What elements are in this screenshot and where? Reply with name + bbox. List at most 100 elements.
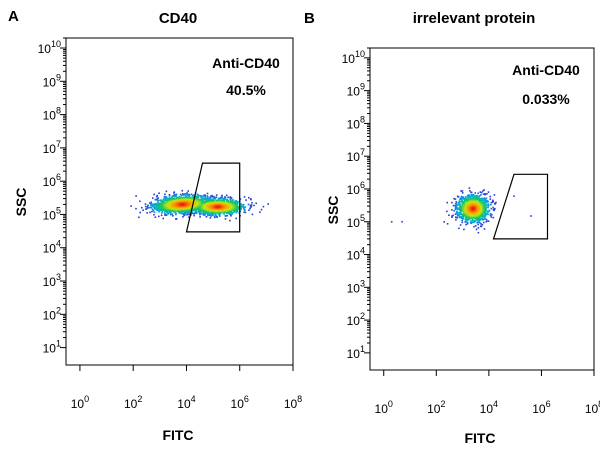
panel-a-y-tick-label: 105: [43, 205, 61, 222]
panel-a-scatter-point: [168, 209, 171, 212]
panel-b-scatter-point: [463, 205, 466, 208]
panel-a-scatter-point: [173, 204, 176, 206]
panel-b-scatter-point: [486, 213, 489, 215]
panel-b-scatter-point: [482, 190, 484, 192]
panel-a-scatter-point: [212, 196, 214, 198]
panel-a-scatter-point: [195, 203, 197, 206]
panel-a-scatter-point: [194, 208, 196, 211]
panel-b-y-tick-label: 107: [347, 147, 365, 164]
panel-b-scatter-point: [473, 225, 475, 228]
panel-a-scatter-point: [145, 208, 147, 210]
panel-a-scatter-point: [156, 194, 159, 197]
panel-b-scatter-point: [459, 204, 462, 206]
panel-b-y-tick-label: 103: [347, 278, 365, 295]
panel-a-scatter-point: [218, 215, 221, 217]
panel-b-scatter-point: [482, 212, 485, 215]
panel-a-scatter-point: [135, 207, 137, 210]
panel-a-scatter-point: [224, 198, 227, 200]
panel-b-scatter-point: [470, 195, 473, 198]
panel-b-scatter-point: [465, 212, 468, 214]
panel-a-scatter-point: [161, 212, 163, 214]
panel-a-scatter-point: [238, 208, 240, 210]
panel-a-scatter-point: [144, 203, 147, 205]
panel-a-scatter-point: [184, 193, 186, 195]
panel-a-scatter-point: [227, 210, 229, 213]
panel-b-scatter-point: [481, 207, 484, 209]
panel-a-scatter-point: [180, 194, 183, 197]
panel-a-scatter-point: [231, 209, 233, 212]
panel-a-scatter-point: [195, 206, 197, 208]
panel-b-dots: [390, 187, 532, 234]
panel-b-scatter-point: [492, 209, 495, 211]
panel-a-scatter-point: [175, 196, 178, 198]
panel-a-scatter-point: [160, 214, 163, 217]
panel-b-scatter-point: [483, 199, 486, 201]
panel-b-y-label: SSC: [325, 196, 341, 225]
panel-a-scatter-point: [218, 213, 221, 215]
panel-a-scatter-point: [235, 211, 238, 214]
panel-b-scatter-point: [463, 214, 466, 217]
panel-a-y-tick-label: 104: [43, 239, 61, 256]
panel-a-scatter-point: [221, 198, 224, 200]
panel-a-scatter-point: [181, 201, 183, 203]
panel-b-scatter-point: [530, 215, 532, 217]
panel-a-scatter-point: [206, 212, 208, 214]
panel-a-scatter-point: [209, 196, 212, 198]
panel-b-scatter-point: [460, 213, 463, 215]
panel-b-scatter-point: [482, 210, 484, 213]
panel-a-scatter-point: [158, 215, 160, 218]
panel-a-scatter-point: [180, 203, 182, 206]
panel-a-scatter-point: [142, 209, 144, 211]
panel-a-scatter-point: [160, 205, 162, 207]
panel-letter-b: B: [304, 10, 315, 27]
panel-b-scatter-point: [470, 213, 473, 215]
panel-b-scatter-point: [486, 210, 488, 212]
panel-b-scatter-point: [463, 208, 466, 211]
panel-a-scatter-point: [203, 198, 205, 200]
panel-a-scatter-point: [178, 211, 180, 213]
panel-a-scatter-point: [181, 189, 184, 192]
panel-a-scatter-point: [161, 204, 164, 206]
panel-b-scatter-point: [490, 216, 493, 218]
panel-b-scatter-point: [484, 210, 486, 213]
panel-a-scatter-point: [204, 212, 207, 214]
panel-b-scatter-point: [466, 202, 469, 205]
panel-b-x-tick-label: 100: [375, 399, 393, 416]
panel-b-scatter-point: [482, 221, 485, 224]
panel-b-scatter-point: [478, 217, 480, 220]
panel-b-scatter-point: [494, 203, 496, 205]
panel-b-scatter-point: [481, 213, 483, 215]
panel-a-scatter-point: [199, 213, 201, 216]
panel-a-scatter-point: [233, 200, 236, 203]
panel-b-scatter-point: [487, 220, 490, 222]
panel-a-gate-percent: 40.5%: [226, 82, 266, 98]
panel-b-scatter-point: [475, 217, 478, 219]
panel-b-scatter-point: [456, 214, 459, 216]
panel-b-scatter-point: [464, 204, 466, 206]
panel-a-dots: [130, 189, 269, 222]
panel-a-scatter-point: [168, 197, 171, 199]
panel-b-scatter-point: [460, 215, 462, 218]
panel-b-scatter-point: [454, 203, 457, 205]
panel-b-scatter-point: [462, 214, 465, 217]
panel-a-scatter-point: [197, 196, 200, 199]
panel-a-scatter-point: [162, 203, 165, 206]
panel-a-scatter-point: [222, 211, 224, 214]
panel-a-scatter-point: [213, 215, 216, 218]
panel-a-scatter-point: [226, 214, 229, 217]
panel-b-scatter-point: [484, 209, 487, 212]
panel-b-scatter-point: [484, 198, 487, 201]
panel-a-scatter-point: [171, 213, 174, 215]
panel-a-scatter-point: [197, 195, 199, 197]
panel-a-scatter-point: [171, 210, 174, 212]
panel-b-scatter-point: [446, 210, 448, 213]
panel-b-scatter-point: [473, 219, 476, 222]
panel-b-scatter-point: [451, 216, 453, 218]
panel-a-scatter-point: [215, 213, 217, 216]
panel-b-scatter-point: [485, 202, 487, 205]
panel-b-scatter-point: [491, 201, 494, 203]
panel-b-scatter-point: [468, 187, 471, 189]
panel-b-scatter-point: [487, 211, 489, 213]
panel-b-scatter-point: [463, 203, 466, 205]
